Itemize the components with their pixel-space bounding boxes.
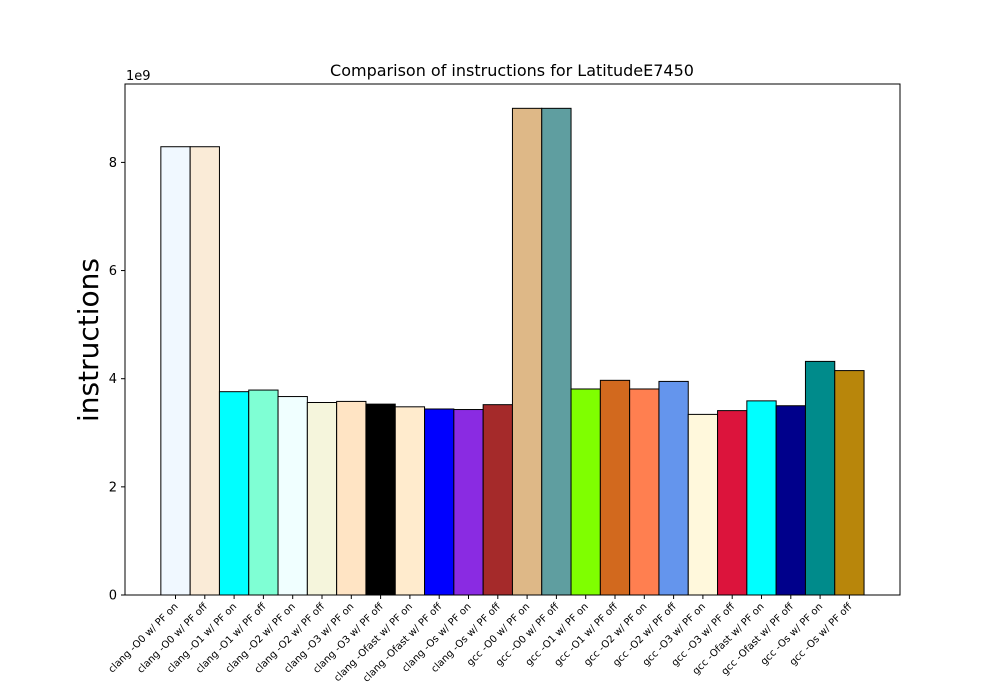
bar-23 xyxy=(834,370,865,596)
bar-1 xyxy=(189,146,220,596)
bar-15 xyxy=(599,379,631,596)
bar-2 xyxy=(218,391,250,596)
axes-frame xyxy=(124,83,901,596)
bar-21 xyxy=(775,405,806,596)
bar-18 xyxy=(687,413,719,596)
bar-20 xyxy=(746,400,777,596)
y-tick-label: 8 xyxy=(109,156,117,171)
y-tick-label: 6 xyxy=(109,264,117,279)
bars-group xyxy=(160,107,865,596)
bar-8 xyxy=(394,406,426,596)
bar-11 xyxy=(482,404,513,596)
bar-22 xyxy=(804,360,836,596)
bar-9 xyxy=(424,408,455,596)
bar-6 xyxy=(336,400,367,596)
y-tick-label: 0 xyxy=(109,589,117,604)
bar-14 xyxy=(570,388,601,596)
y-tick-label: 4 xyxy=(109,372,117,387)
bar-16 xyxy=(629,388,660,596)
chart-title: Comparison of instructions for LatitudeE… xyxy=(330,61,694,80)
bar-12 xyxy=(511,107,543,596)
y-ticks-group: 0 2 4 6 8 xyxy=(109,156,125,604)
y-axis-exponent-label: 1e9 xyxy=(126,69,151,84)
bar-5 xyxy=(306,402,338,596)
bar-0 xyxy=(160,146,191,596)
bar-3 xyxy=(248,389,279,596)
bar-7 xyxy=(365,403,396,596)
y-axis-label: instructions xyxy=(72,258,105,422)
bar-10 xyxy=(453,409,484,596)
bar-13 xyxy=(541,107,572,596)
y-tick-label: 2 xyxy=(109,480,117,495)
bar-17 xyxy=(658,380,689,596)
bar-19 xyxy=(717,410,748,596)
bar-4 xyxy=(277,396,308,596)
